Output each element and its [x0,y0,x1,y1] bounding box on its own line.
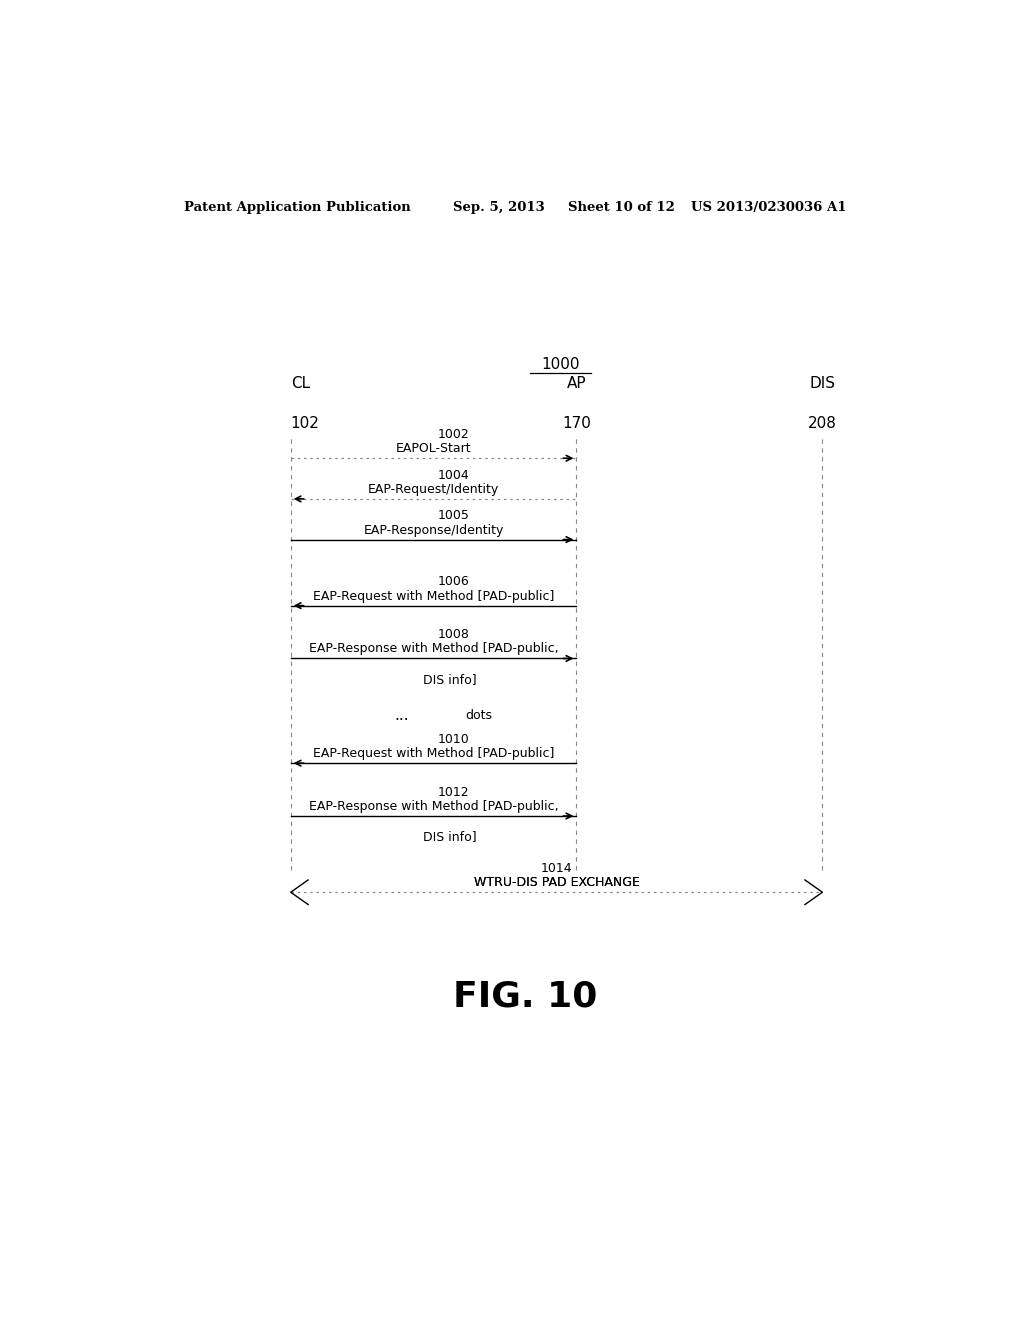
Text: 208: 208 [808,416,837,430]
Text: AP: AP [566,376,586,391]
Text: EAP-Response with Method [PAD-public,: EAP-Response with Method [PAD-public, [308,643,558,656]
Text: 1005: 1005 [437,510,469,523]
Text: 102: 102 [291,416,319,430]
Text: Patent Application Publication: Patent Application Publication [183,201,411,214]
Text: EAP-Response/Identity: EAP-Response/Identity [364,524,504,536]
Text: WTRU-DIS PAD EXCHANGE: WTRU-DIS PAD EXCHANGE [474,876,639,890]
Text: 1012: 1012 [437,785,469,799]
Text: DIS info]: DIS info] [423,673,476,685]
Text: US 2013/0230036 A1: US 2013/0230036 A1 [691,201,847,214]
Text: 1008: 1008 [437,628,469,642]
Text: DIS: DIS [809,376,836,391]
Text: 1002: 1002 [437,428,469,441]
Text: 1010: 1010 [437,733,469,746]
Text: DIS info]: DIS info] [423,830,476,843]
Text: EAP-Request with Method [PAD-public]: EAP-Request with Method [PAD-public] [313,747,554,760]
Text: 1006: 1006 [437,576,469,589]
Text: CL: CL [291,376,310,391]
Text: Sheet 10 of 12: Sheet 10 of 12 [568,201,675,214]
Text: EAP-Request/Identity: EAP-Request/Identity [368,483,499,496]
Text: EAP-Request with Method [PAD-public]: EAP-Request with Method [PAD-public] [313,590,554,602]
Text: 1014: 1014 [541,862,572,875]
Text: WTRU-DIS PAD EXCHANGE: WTRU-DIS PAD EXCHANGE [474,876,639,890]
Text: EAP-Response with Method [PAD-public,: EAP-Response with Method [PAD-public, [308,800,558,813]
Text: Sep. 5, 2013: Sep. 5, 2013 [454,201,545,214]
Text: ...: ... [394,708,410,723]
Text: FIG. 10: FIG. 10 [453,979,597,1014]
Text: EAPOL-Start: EAPOL-Start [395,442,471,455]
Text: 1000: 1000 [542,356,580,372]
Text: dots: dots [465,709,493,722]
Text: 170: 170 [562,416,591,430]
Text: 1004: 1004 [437,469,469,482]
